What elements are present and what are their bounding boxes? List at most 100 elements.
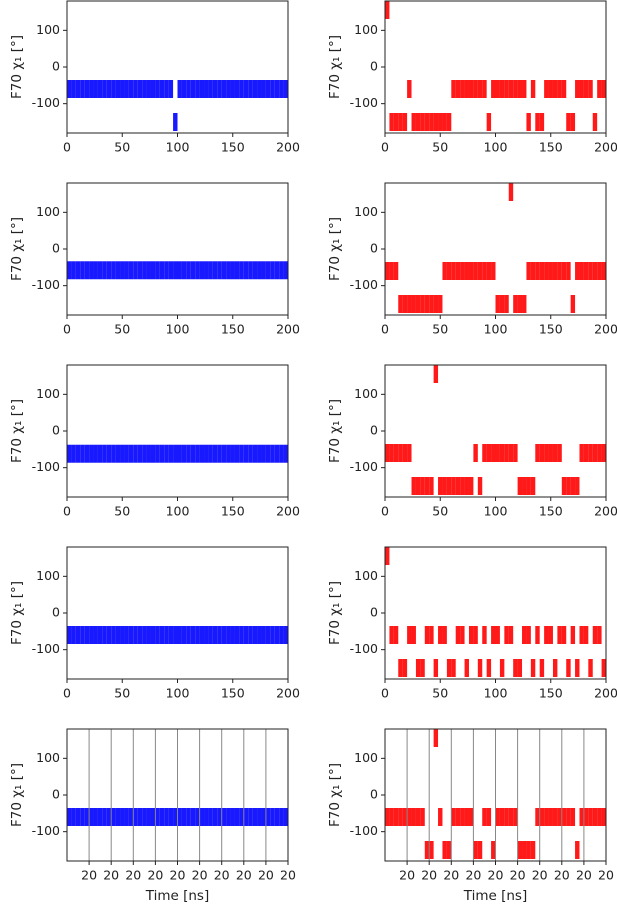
plot-area — [385, 183, 606, 313]
y-axis-label: F70 χ₁ [°] — [327, 35, 343, 99]
data-band — [173, 261, 178, 280]
data-band — [89, 626, 94, 644]
data-band — [473, 626, 478, 644]
data-band — [429, 477, 434, 495]
data-band — [133, 80, 138, 98]
data-band — [186, 808, 191, 826]
data-band — [208, 626, 213, 644]
data-band — [106, 80, 112, 98]
data-band — [75, 626, 81, 644]
x-tick-label: 200 — [276, 140, 300, 155]
data-band — [226, 80, 231, 98]
data-band — [522, 477, 527, 495]
y-tick-label: 0 — [52, 241, 60, 256]
x-tick-label: 20 — [280, 868, 296, 883]
data-band — [415, 113, 421, 131]
data-band — [142, 80, 147, 98]
data-band — [115, 808, 121, 826]
data-band — [71, 626, 76, 644]
plot-frame — [384, 728, 607, 862]
data-band — [155, 444, 160, 463]
panel: 0 50 100 150 200 -100 0 100 F70 χ₁ [°] — [327, 364, 617, 519]
data-band — [526, 477, 531, 495]
data-band — [539, 659, 545, 677]
data-band — [583, 626, 589, 644]
data-band — [146, 808, 151, 826]
data-band — [150, 80, 156, 98]
data-band — [124, 626, 129, 644]
data-band — [93, 444, 98, 463]
x-tick-label: 0 — [381, 686, 389, 701]
data-band — [217, 626, 222, 644]
x-axis-label: Time [ns] — [463, 888, 527, 904]
data-band — [283, 261, 288, 280]
data-band — [230, 80, 235, 98]
data-band — [128, 444, 134, 463]
data-band — [464, 477, 469, 495]
data-band — [186, 261, 191, 280]
data-band — [539, 808, 545, 826]
data-band — [261, 626, 266, 644]
data-band — [243, 444, 249, 463]
data-band — [601, 659, 606, 677]
data-band — [393, 262, 399, 280]
data-band — [67, 626, 72, 644]
data-band — [257, 808, 262, 826]
data-band — [146, 626, 151, 644]
data-band — [486, 659, 492, 677]
data-band — [552, 80, 558, 98]
data-band — [407, 444, 412, 462]
data-band — [588, 262, 593, 280]
data-band — [150, 261, 156, 280]
data-band — [102, 261, 107, 280]
x-tick-label: 100 — [166, 504, 190, 519]
data-band — [261, 444, 266, 463]
data-band — [451, 262, 456, 280]
data-band — [513, 295, 518, 313]
data-band — [115, 80, 121, 98]
data-band — [464, 808, 469, 826]
data-band — [164, 444, 169, 463]
data-band — [168, 444, 174, 463]
data-band — [252, 808, 258, 826]
data-band — [451, 477, 456, 495]
data-band — [212, 261, 218, 280]
data-band — [199, 80, 205, 98]
data-band — [195, 626, 200, 644]
data-band — [199, 626, 205, 644]
x-tick-label: 100 — [484, 140, 508, 155]
data-band — [583, 80, 589, 98]
data-band — [111, 80, 116, 98]
data-band — [97, 444, 103, 463]
data-band — [486, 444, 492, 462]
y-tick-label: 0 — [370, 787, 378, 802]
data-band — [411, 626, 416, 644]
data-band — [75, 808, 81, 826]
data-band — [150, 626, 156, 644]
data-band — [102, 80, 107, 98]
y-tick-label: -100 — [32, 641, 60, 656]
x-tick-label: 20 — [214, 868, 230, 883]
panel: 0 50 100 150 200 -100 0 100 F70 χ₁ [°] — [9, 364, 300, 519]
x-tick-label: 20 — [147, 868, 163, 883]
data-band — [270, 626, 275, 644]
data-band — [468, 80, 474, 98]
data-band — [217, 444, 222, 463]
data-band — [491, 262, 496, 280]
data-band — [173, 444, 178, 463]
y-tick-label: 100 — [36, 568, 60, 583]
x-tick-label: 150 — [539, 140, 563, 155]
data-band — [84, 808, 90, 826]
data-band — [468, 262, 474, 280]
y-tick-label: 0 — [370, 59, 378, 74]
plot-area — [385, 547, 606, 677]
data-band — [173, 626, 178, 644]
data-band — [402, 444, 408, 462]
data-band — [548, 80, 553, 98]
data-band — [460, 626, 465, 644]
data-band — [570, 808, 576, 826]
data-band — [398, 659, 403, 677]
data-band — [204, 444, 209, 463]
data-band — [424, 295, 430, 313]
data-band — [460, 808, 465, 826]
